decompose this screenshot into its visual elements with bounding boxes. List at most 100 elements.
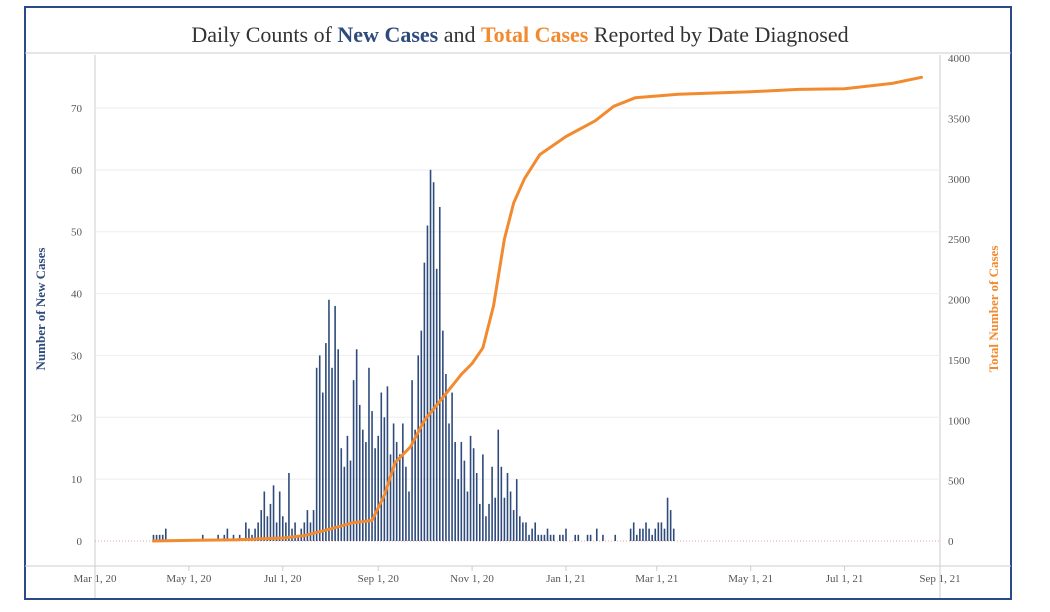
y2-axis-title: Total Number of Cases <box>986 246 1001 373</box>
new-cases-bar <box>368 367 370 541</box>
title-prefix: Daily Counts of <box>191 22 338 47</box>
new-cases-bar <box>543 534 546 541</box>
new-cases-bar <box>546 528 549 541</box>
y-tick-label: 60 <box>71 165 83 177</box>
y2-tick-label: 2000 <box>948 295 971 307</box>
new-cases-bar <box>165 528 167 541</box>
new-cases-bar <box>340 448 343 541</box>
y2-tick-label: 0 <box>948 536 954 548</box>
new-cases-bar <box>377 435 380 541</box>
new-cases-bar <box>383 417 386 541</box>
new-cases-bar <box>642 528 644 541</box>
new-cases-bar <box>522 522 524 541</box>
new-cases-bar <box>531 528 533 541</box>
new-cases-bar <box>509 491 512 541</box>
new-cases-bar <box>589 534 592 541</box>
new-cases-bar <box>355 349 358 541</box>
new-cases-bar <box>380 392 383 541</box>
total-cases-line <box>152 75 923 543</box>
new-cases-bar <box>309 522 312 541</box>
new-cases-bar <box>291 528 293 541</box>
new-cases-bar <box>161 534 164 541</box>
x-tick-label: Sep 1, 21 <box>919 573 960 585</box>
new-cases-bar <box>552 534 555 541</box>
new-cases-bar <box>429 169 432 541</box>
new-cases-bar <box>482 454 484 541</box>
new-cases-bar <box>445 373 447 541</box>
new-cases-bar <box>525 522 527 541</box>
new-cases-bar <box>325 343 327 541</box>
new-cases-bar <box>328 299 330 541</box>
new-cases-bar <box>318 355 321 541</box>
new-cases-bar <box>414 429 416 541</box>
new-cases-bar <box>460 442 463 541</box>
x-tick-label: Sep 1, 20 <box>358 573 400 585</box>
new-cases-bar <box>303 522 306 541</box>
title-middle: and <box>438 22 481 47</box>
new-cases-bar <box>405 466 407 541</box>
y-tick-label: 20 <box>71 412 83 424</box>
new-cases-bar <box>374 448 376 541</box>
new-cases-bar <box>469 435 472 541</box>
new-cases-bar <box>254 528 256 541</box>
y2-tick-label: 3500 <box>948 113 971 125</box>
new-cases-bar <box>349 460 352 541</box>
new-cases-bar <box>245 522 247 541</box>
chart-title: Daily Counts of New Cases and Total Case… <box>26 22 1014 48</box>
new-cases-bar <box>420 330 423 541</box>
new-cases-bar <box>281 516 284 541</box>
x-tick-label: Mar 1, 20 <box>73 573 117 585</box>
new-cases-bar <box>257 522 259 541</box>
new-cases-bar <box>334 305 336 541</box>
new-cases-bar <box>472 448 475 541</box>
new-cases-bar <box>288 472 290 541</box>
new-cases-bar <box>408 491 410 541</box>
y-tick-label: 0 <box>77 536 83 548</box>
x-tick-label: Jul 1, 20 <box>264 573 302 585</box>
new-cases-bar <box>500 466 503 541</box>
y2-tick-label: 1500 <box>948 355 971 367</box>
new-cases-bar <box>337 349 339 541</box>
new-cases-bar <box>562 534 564 541</box>
new-cases-bar <box>260 510 263 541</box>
new-cases-bar <box>457 479 460 541</box>
y2-tick-label: 4000 <box>948 53 971 65</box>
new-cases-bar <box>155 534 158 541</box>
new-cases-bar <box>315 367 318 541</box>
new-cases-bar <box>442 330 444 541</box>
new-cases-bar <box>645 522 647 541</box>
new-cases-bar <box>392 423 395 541</box>
new-cases-bar <box>438 206 441 541</box>
new-cases-bar <box>248 528 250 541</box>
new-cases-bar <box>386 386 389 541</box>
new-cases-bar <box>331 367 333 541</box>
new-cases-bar <box>654 528 657 541</box>
new-cases-bar <box>632 522 635 541</box>
title-new-cases: New Cases <box>337 22 439 47</box>
new-cases-bar <box>491 466 493 541</box>
x-tick-label: Jul 1, 21 <box>826 573 864 585</box>
new-cases-bar <box>454 442 456 541</box>
y-tick-label: 70 <box>71 103 83 115</box>
new-cases-bar <box>528 534 530 541</box>
new-cases-bar <box>321 392 324 541</box>
new-cases-bar <box>432 182 435 541</box>
new-cases-bar <box>312 510 315 541</box>
y-tick-label: 10 <box>71 474 83 486</box>
new-cases-bar <box>497 429 500 541</box>
new-cases-bar <box>423 262 426 541</box>
y-tick-label: 40 <box>71 289 83 301</box>
new-cases-bar <box>519 516 521 541</box>
new-cases-bar <box>285 522 287 541</box>
y-tick-label: 50 <box>71 227 83 239</box>
new-cases-bar <box>278 491 281 541</box>
new-cases-bar <box>352 380 355 541</box>
new-cases-bar <box>537 534 540 541</box>
new-cases-bar <box>263 491 266 541</box>
new-cases-bar <box>371 411 373 541</box>
new-cases-bar <box>463 460 466 541</box>
new-cases-bar <box>152 534 155 541</box>
new-cases-bar <box>651 534 653 541</box>
new-cases-bar <box>343 466 346 541</box>
